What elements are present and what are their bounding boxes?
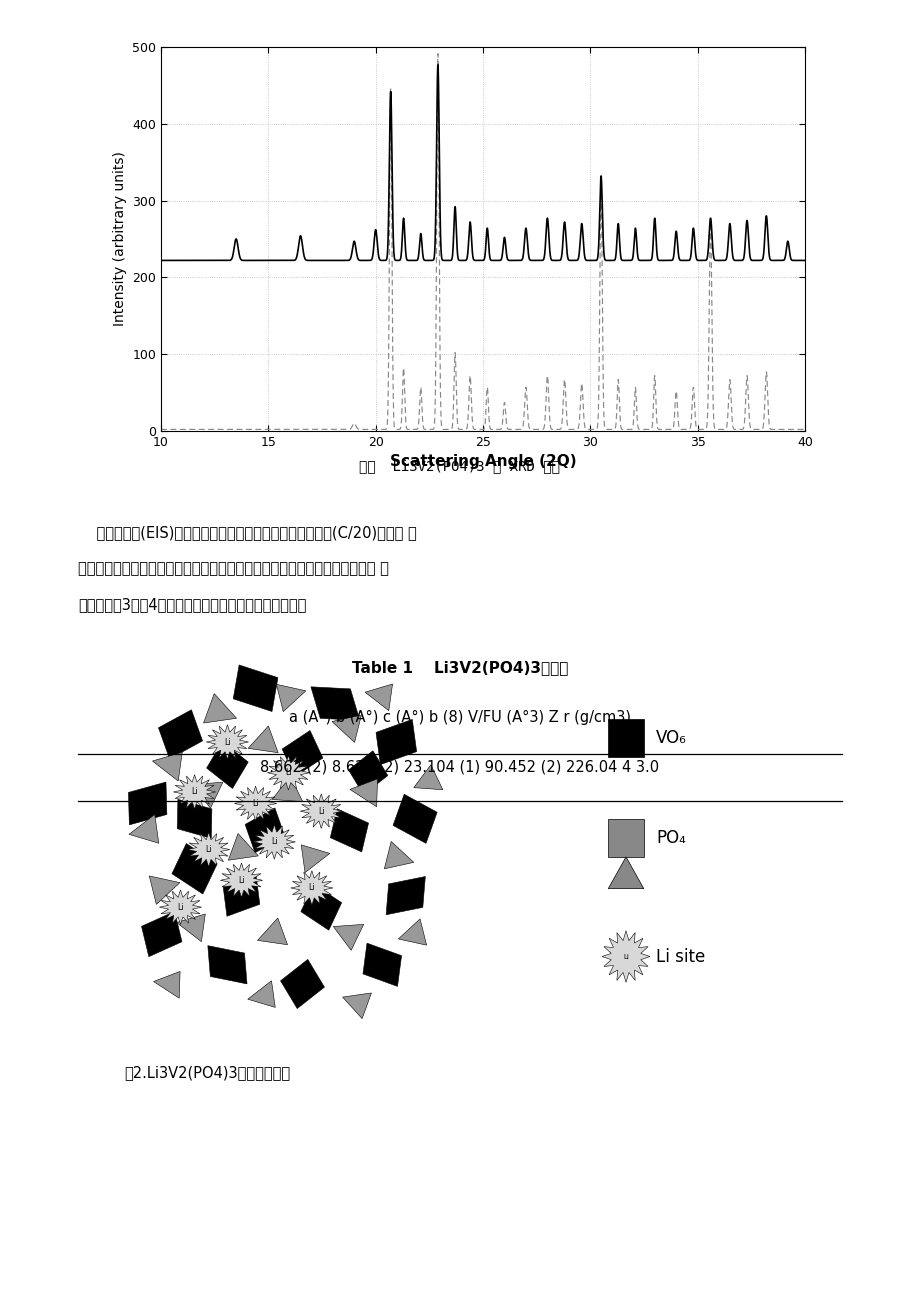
Polygon shape — [272, 776, 302, 802]
Polygon shape — [207, 742, 248, 789]
Polygon shape — [142, 911, 182, 957]
Polygon shape — [203, 694, 236, 723]
Polygon shape — [176, 914, 205, 941]
Text: Li: Li — [191, 788, 198, 797]
Text: PO₄: PO₄ — [655, 829, 685, 846]
Text: 的特征。图3和图4表明了不同的充放电电压曲线和容量。: 的特征。图3和图4表明了不同的充放电电压曲线和容量。 — [78, 598, 306, 613]
Polygon shape — [282, 730, 323, 776]
Text: 个高的近似开路循环电压。不同容量的结果表明了有序或无序以及结构导致现 象: 个高的近似开路循环电压。不同容量的结果表明了有序或无序以及结构导致现 象 — [78, 561, 389, 577]
Polygon shape — [158, 710, 202, 759]
Polygon shape — [159, 889, 201, 924]
Polygon shape — [174, 775, 215, 810]
Polygon shape — [280, 960, 324, 1009]
Polygon shape — [333, 924, 363, 950]
Polygon shape — [301, 884, 341, 930]
Text: Li site: Li site — [655, 948, 705, 966]
Text: Li: Li — [224, 737, 231, 746]
Polygon shape — [301, 845, 330, 872]
Polygon shape — [234, 786, 277, 820]
Text: VO₆: VO₆ — [655, 729, 686, 747]
Polygon shape — [414, 764, 442, 790]
Polygon shape — [257, 918, 288, 945]
Polygon shape — [208, 945, 247, 984]
Polygon shape — [365, 684, 392, 711]
Text: 电化学光谱(EIS)被用于获取电压曲线，在使用的放电倍率(C/20)处提供 一: 电化学光谱(EIS)被用于获取电压曲线，在使用的放电倍率(C/20)处提供 一 — [78, 525, 416, 540]
Polygon shape — [233, 665, 278, 711]
Text: 图一  Li3V2(PO4)3 的 XRD 图谱: 图一 Li3V2(PO4)3 的 XRD 图谱 — [359, 460, 560, 474]
Polygon shape — [601, 931, 649, 982]
Polygon shape — [300, 794, 342, 828]
Polygon shape — [330, 809, 369, 852]
Text: a (A°) b (A°) c (A°) b (8) V/FU (A°3) Z r (g/cm3): a (A°) b (A°) c (A°) b (8) V/FU (A°3) Z … — [289, 710, 630, 725]
Polygon shape — [384, 841, 414, 868]
Text: Li: Li — [285, 768, 291, 777]
Polygon shape — [363, 943, 401, 987]
Polygon shape — [386, 876, 425, 915]
Polygon shape — [228, 833, 258, 861]
Polygon shape — [398, 919, 426, 945]
Polygon shape — [206, 725, 248, 759]
Text: Li: Li — [238, 876, 244, 885]
Polygon shape — [349, 779, 377, 807]
Polygon shape — [153, 971, 180, 999]
Polygon shape — [177, 799, 211, 838]
Text: Li: Li — [318, 807, 324, 815]
Polygon shape — [244, 809, 285, 853]
Text: Li: Li — [308, 884, 315, 892]
Polygon shape — [149, 876, 180, 905]
Polygon shape — [129, 783, 166, 825]
Text: 图2.Li3V2(PO4)3的结构的简图: 图2.Li3V2(PO4)3的结构的简图 — [124, 1065, 290, 1081]
Text: 8.662 (2) 8.624 (2) 23.104 (1) 90.452 (2) 226.04 4 3.0: 8.662 (2) 8.624 (2) 23.104 (1) 90.452 (2… — [260, 759, 659, 775]
Polygon shape — [129, 814, 159, 844]
Polygon shape — [607, 857, 643, 889]
X-axis label: Scattering Angle (2Q): Scattering Angle (2Q) — [390, 454, 575, 470]
Polygon shape — [332, 715, 361, 742]
Text: Li: Li — [205, 845, 211, 854]
Polygon shape — [267, 755, 309, 790]
Y-axis label: Intensity (arbitrary units): Intensity (arbitrary units) — [112, 151, 127, 327]
Text: Li: Li — [622, 953, 629, 960]
Polygon shape — [253, 824, 295, 859]
Polygon shape — [342, 993, 371, 1018]
Text: Li: Li — [271, 837, 278, 846]
Polygon shape — [187, 832, 230, 867]
Polygon shape — [276, 685, 305, 712]
Polygon shape — [290, 871, 333, 905]
Polygon shape — [376, 720, 416, 764]
Bar — [607, 819, 643, 857]
Polygon shape — [172, 844, 217, 894]
Text: Li: Li — [177, 902, 184, 911]
Bar — [607, 719, 643, 758]
Text: Li: Li — [252, 799, 258, 809]
Polygon shape — [223, 875, 259, 917]
Polygon shape — [221, 863, 262, 897]
Polygon shape — [311, 687, 359, 720]
Text: Table 1    Li3V2(PO4)3的参数: Table 1 Li3V2(PO4)3的参数 — [351, 660, 568, 676]
Polygon shape — [247, 980, 275, 1008]
Polygon shape — [248, 727, 278, 753]
Polygon shape — [348, 751, 388, 794]
Polygon shape — [192, 783, 222, 809]
Polygon shape — [153, 753, 182, 781]
Polygon shape — [392, 794, 437, 844]
